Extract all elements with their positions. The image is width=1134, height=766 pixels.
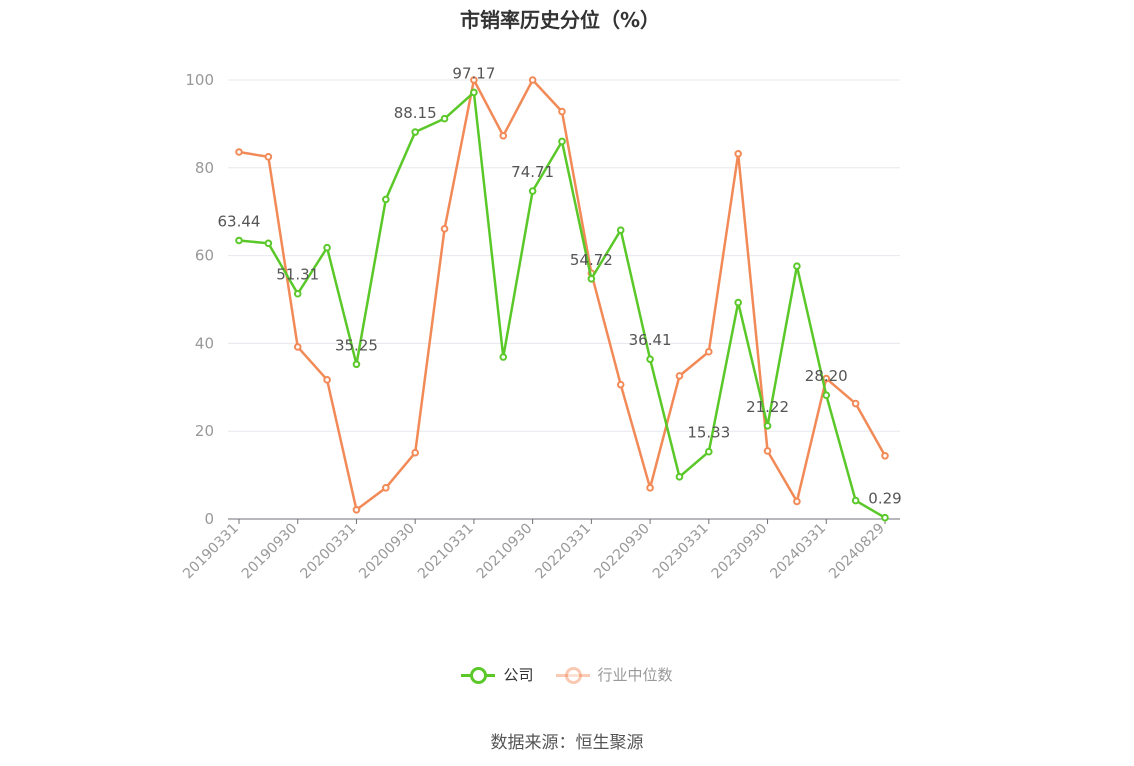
series-line — [238, 91, 886, 519]
data-point — [734, 149, 742, 158]
data-label: 15.33 — [687, 424, 730, 442]
data-point — [616, 380, 625, 389]
y-tick-label: 0 — [204, 510, 214, 528]
legend-line-circle-icon — [461, 666, 496, 684]
data-point — [763, 447, 772, 455]
x-tick-label: 20210331 — [415, 521, 477, 583]
data-point — [411, 128, 419, 136]
x-tick-label: 20240331 — [767, 521, 829, 583]
grid-lines — [228, 79, 900, 432]
data-label: 28.20 — [805, 367, 848, 385]
legend-item-company[interactable]: 公司 — [461, 664, 534, 685]
data-label: 74.71 — [511, 163, 554, 181]
x-tick-label: 20240829 — [826, 521, 888, 583]
data-point — [616, 226, 625, 234]
x-tick-label: 20200930 — [356, 521, 418, 583]
x-tick-label: 20210930 — [474, 521, 536, 583]
data-label: 35.25 — [335, 336, 378, 354]
data-point — [851, 496, 860, 505]
data-label: 21.22 — [746, 398, 789, 416]
axes: 0 20 40 60 80 100 2019033120190930202003312020… — [180, 71, 900, 582]
data-point — [675, 372, 684, 380]
data-point — [587, 274, 596, 283]
x-tick-label: 20220331 — [532, 521, 594, 583]
data-point — [793, 262, 801, 270]
x-tick-label: 20200331 — [298, 521, 360, 583]
legend-label-industry-median: 行业中位数 — [597, 666, 673, 684]
data-point — [881, 451, 889, 460]
legend-label-company: 公司 — [503, 666, 534, 684]
data-point — [528, 76, 537, 84]
data-label: 36.41 — [629, 331, 672, 349]
data-point — [440, 114, 449, 123]
x-tick-label: 20230930 — [709, 521, 771, 583]
data-point — [763, 422, 772, 430]
y-tick-label: 80 — [195, 159, 214, 177]
data-point — [793, 497, 801, 506]
data-point — [382, 195, 390, 204]
legend: 公司 行业中位数 — [0, 664, 1134, 685]
data-point — [293, 289, 302, 298]
data-point — [352, 360, 361, 369]
y-tick-label: 40 — [195, 334, 214, 352]
data-point — [264, 153, 273, 161]
data-point — [411, 448, 419, 457]
data-point — [734, 298, 742, 307]
data-point — [499, 353, 508, 361]
chart-title: 市销率历史分位（%） — [459, 8, 661, 32]
data-point — [235, 236, 243, 245]
data-point — [352, 505, 361, 514]
data-point — [558, 137, 566, 146]
source-note: 数据来源：恒生聚源 — [490, 733, 644, 753]
data-point — [235, 148, 243, 156]
data-point — [705, 447, 713, 456]
data-point — [499, 131, 508, 140]
x-tick-label: 20190930 — [239, 521, 301, 583]
data-point — [323, 243, 331, 252]
data-label: 54.72 — [570, 251, 613, 269]
x-tick-label: 20190331 — [180, 521, 242, 583]
data-point — [264, 239, 273, 248]
data-point — [822, 391, 831, 400]
data-point — [323, 376, 331, 384]
data-point — [881, 513, 889, 522]
data-point — [646, 355, 654, 363]
data-labels: 63.44 51.31 35.25 88.15 97.17 74.71 54.72 36.41… — [218, 64, 902, 507]
legend-line-circle-icon — [555, 666, 590, 684]
data-point — [646, 484, 654, 492]
data-label: 0.29 — [868, 490, 901, 508]
x-tick-label: 20230331 — [650, 521, 712, 583]
y-tick-label: 20 — [195, 422, 214, 440]
data-point — [382, 484, 390, 492]
x-tick-label: 20220930 — [591, 521, 653, 583]
data-point — [440, 225, 449, 233]
data-point — [558, 107, 566, 116]
data-label: 51.31 — [276, 266, 319, 284]
y-tick-label: 100 — [185, 71, 214, 89]
data-point — [851, 399, 860, 408]
data-point — [293, 343, 302, 351]
data-label: 63.44 — [218, 212, 261, 230]
data-point — [705, 347, 713, 356]
data-point — [470, 76, 478, 84]
data-point — [675, 473, 684, 481]
data-label: 97.17 — [452, 64, 495, 82]
legend-item-industry-median[interactable]: 行业中位数 — [555, 664, 673, 685]
y-tick-label: 60 — [195, 247, 214, 265]
data-label: 88.15 — [394, 104, 437, 122]
data-point — [470, 88, 478, 97]
series-lines — [235, 76, 889, 522]
chart-plot: 0 20 40 60 80 100 2019033120190930202003312020… — [180, 64, 902, 582]
data-point — [528, 187, 537, 195]
